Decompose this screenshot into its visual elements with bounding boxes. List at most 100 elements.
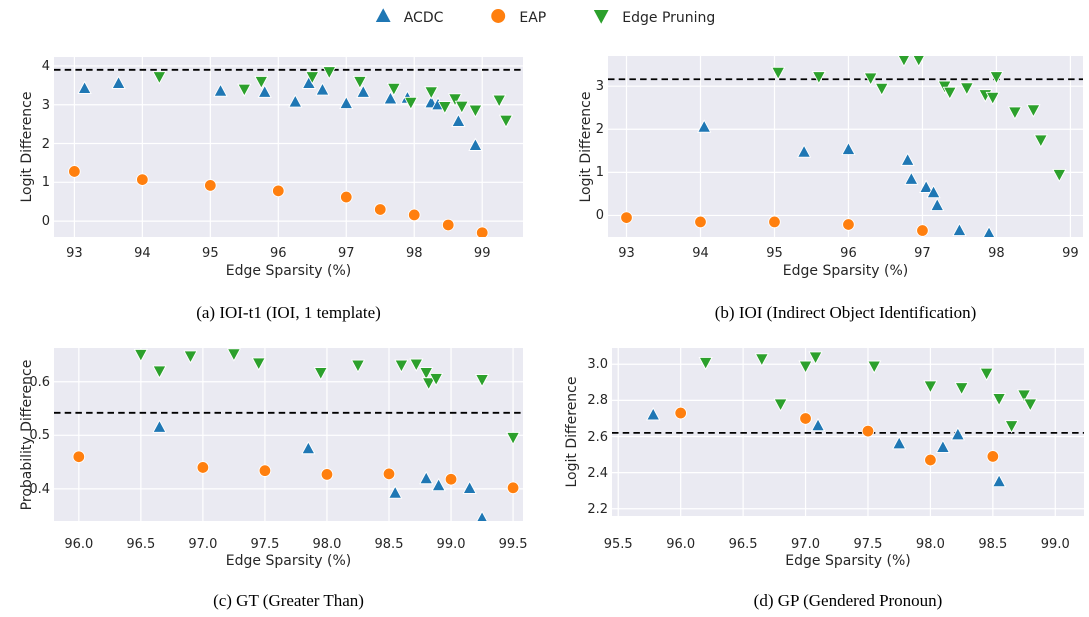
data-point-circle <box>204 179 217 192</box>
x-axis-label-b: Edge Sparsity (%) <box>782 263 909 279</box>
data-point-triangle-down <box>226 348 242 362</box>
y-tick-label: 3 <box>41 97 50 113</box>
data-point-triangle-down <box>1023 398 1038 412</box>
data-point-circle <box>694 215 707 229</box>
data-point-triangle-down <box>429 373 444 387</box>
x-tick-label: 97.5 <box>853 537 883 552</box>
caption-a: (a) IOI-t1 (IOI, 1 template) <box>196 303 381 322</box>
data-point-triangle-down <box>771 66 786 81</box>
series-edge-pruning <box>133 348 521 446</box>
data-point-triangle-down <box>447 93 463 107</box>
x-tick-label: 99.0 <box>1040 537 1070 552</box>
data-point-circle <box>861 424 875 438</box>
chart-svg-a <box>54 57 523 237</box>
data-point-triangle-up <box>952 222 967 237</box>
series-edge-pruning <box>152 66 514 129</box>
data-point-circle <box>916 224 929 237</box>
data-point-triangle-down <box>592 9 611 26</box>
data-point-triangle-down <box>468 104 483 118</box>
data-point-triangle-down <box>985 91 1000 106</box>
x-tick-label: 93 <box>618 246 635 261</box>
data-point-circle <box>986 450 1000 463</box>
data-point-triangle-down <box>1033 134 1048 148</box>
data-point-circle <box>272 184 285 198</box>
data-point-triangle-down <box>989 71 1004 85</box>
caption-d: (d) GP (Gendered Pronoun) <box>753 591 943 610</box>
data-point-circle <box>339 190 353 204</box>
y-tick-label: 1 <box>595 165 604 181</box>
data-point-circle <box>768 215 781 229</box>
eap-circle-icon <box>489 8 507 28</box>
chart-svg-d <box>612 348 1084 516</box>
x-tick-label: 97.5 <box>250 537 280 552</box>
data-point-triangle-down <box>1052 169 1067 183</box>
series-eap <box>620 211 929 237</box>
data-point-triangle-down <box>923 380 938 394</box>
caption-b: (b) IOI (Indirect Object Identification) <box>714 303 977 322</box>
x-axis-label-d: Edge Sparsity (%) <box>785 553 911 569</box>
x-tick-label: 95 <box>766 246 783 261</box>
data-point-circle <box>799 412 812 425</box>
x-tick-label: 98.5 <box>374 537 404 552</box>
data-point-triangle-down <box>133 348 148 363</box>
data-point-circle <box>72 450 86 464</box>
data-point-triangle-up <box>904 171 919 185</box>
data-point-triangle-down <box>237 83 252 97</box>
x-tick-label: 99 <box>1062 246 1079 261</box>
data-point-triangle-down <box>798 360 813 374</box>
data-point-triangle-down <box>251 357 266 371</box>
data-point-triangle-down <box>979 367 994 382</box>
x-tick-label: 99 <box>473 246 491 261</box>
gridlines <box>54 57 523 237</box>
legend: ACDC EAP Edge Pruning <box>373 6 715 28</box>
data-point-circle <box>441 218 455 232</box>
data-point-triangle-up <box>892 435 907 450</box>
data-point-triangle-up <box>111 75 126 89</box>
data-point-triangle-down <box>152 71 167 85</box>
series-acdc <box>697 119 996 237</box>
data-point-triangle-down <box>394 359 409 373</box>
data-point-triangle-up <box>919 179 934 193</box>
series-acdc <box>152 419 488 521</box>
data-point-triangle-up <box>213 83 228 97</box>
data-point-triangle-up <box>926 184 941 199</box>
data-point-triangle-up <box>468 137 483 151</box>
x-tick-label: 97 <box>914 246 931 261</box>
y-tick-label: 3.0 <box>587 357 608 373</box>
data-point-circle <box>196 461 210 474</box>
plot-area-c <box>54 348 523 521</box>
data-point-triangle-up <box>983 225 996 237</box>
data-point-triangle-down <box>437 101 452 115</box>
edge-pruning-triangle-down-icon <box>592 8 611 28</box>
data-point-triangle-up <box>373 6 392 23</box>
data-point-circle <box>136 173 149 186</box>
y-tick-label: 0.5 <box>29 428 50 444</box>
gridlines <box>612 348 1084 516</box>
y-tick-label: 0 <box>595 208 604 224</box>
data-point-circle <box>842 218 855 231</box>
data-point-triangle-up <box>257 84 272 98</box>
data-point-triangle-down <box>352 75 368 90</box>
data-point-triangle-up <box>288 94 303 108</box>
data-point-triangle-up <box>796 144 812 158</box>
data-point-triangle-down <box>492 94 507 108</box>
legend-item-acdc: ACDC <box>373 6 443 28</box>
data-point-triangle-down <box>811 71 826 85</box>
x-tick-label: 98.0 <box>915 537 945 552</box>
data-point-triangle-up <box>646 407 661 421</box>
y-tick-label: 2.6 <box>587 429 608 445</box>
x-tick-label: 98.5 <box>978 537 1008 552</box>
data-point-circle <box>68 165 81 178</box>
data-point-triangle-down <box>863 72 878 86</box>
data-point-triangle-down <box>474 374 490 388</box>
data-point-triangle-up <box>339 95 354 110</box>
y-tick-label: 0.4 <box>29 481 50 497</box>
data-point-circle <box>320 468 334 481</box>
plot-area-d <box>612 348 1084 516</box>
acdc-triangle-up-icon <box>373 6 392 28</box>
x-tick-label: 96 <box>270 246 287 261</box>
data-point-circle <box>506 481 520 495</box>
data-point-triangle-down <box>867 360 882 374</box>
data-point-triangle-up <box>950 426 966 441</box>
